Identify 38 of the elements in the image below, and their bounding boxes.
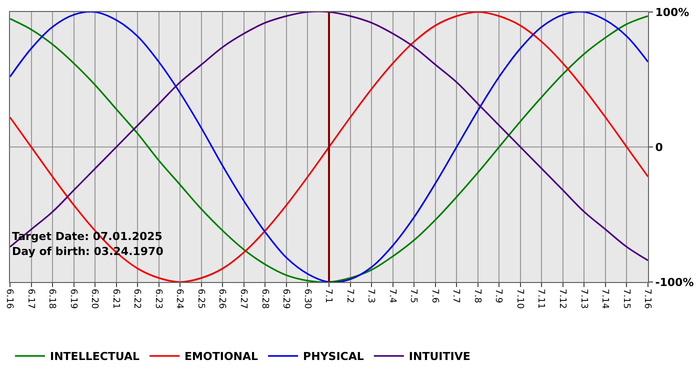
y-tick-label: 0 xyxy=(655,140,664,154)
x-tick-label: 6.28 xyxy=(259,288,270,310)
x-tick-label: 7.6 xyxy=(429,288,440,304)
x-tick-label: 7.14 xyxy=(600,288,610,310)
x-tick-label: 6.25 xyxy=(195,288,206,309)
x-tick-label: 7.8 xyxy=(472,288,482,304)
x-tick-label: 7.12 xyxy=(557,288,568,309)
x-tick-label: 7.11 xyxy=(536,288,546,309)
legend-label: PHYSICAL xyxy=(303,350,364,364)
x-tick-label: 6.23 xyxy=(152,288,163,309)
legend-label: EMOTIONAL xyxy=(184,350,258,364)
x-tick-label: 7.15 xyxy=(620,288,631,309)
x-tick-label: 6.27 xyxy=(238,288,248,309)
x-tick-label: 6.30 xyxy=(302,288,312,310)
x-tick-label: 7.4 xyxy=(386,288,397,304)
x-tick-label: 7.16 xyxy=(642,288,652,310)
x-tick-label: 7.13 xyxy=(578,288,588,309)
x-tick-label: 7.1 xyxy=(323,288,334,304)
legend-label: INTUITIVE xyxy=(408,350,470,364)
x-tick-label: 6.17 xyxy=(25,288,36,309)
x-tick-label: 7.3 xyxy=(366,288,376,304)
x-tick-label: 6.18 xyxy=(46,288,57,310)
x-tick-label: 6.19 xyxy=(68,288,78,310)
x-tick-label: 6.20 xyxy=(89,288,100,310)
x-tick-label: 7.5 xyxy=(408,288,418,304)
y-tick-label: 100% xyxy=(655,6,690,19)
x-tick-label: 6.21 xyxy=(110,288,120,309)
x-tick-label: 6.29 xyxy=(280,288,291,310)
y-tick-label: -100% xyxy=(655,276,694,289)
x-tick-label: 7.9 xyxy=(493,288,504,304)
legend-label: INTELLECTUAL xyxy=(50,350,140,364)
x-tick-label: 7.10 xyxy=(514,288,524,310)
x-tick-label: 6.26 xyxy=(216,288,227,310)
x-tick-label: 6.24 xyxy=(174,288,184,310)
x-tick-label: 6.16 xyxy=(4,288,14,310)
x-tick-label: 6.22 xyxy=(132,288,142,309)
x-tick-label: 7.2 xyxy=(344,288,354,304)
x-tick-label: 7.7 xyxy=(450,288,461,304)
